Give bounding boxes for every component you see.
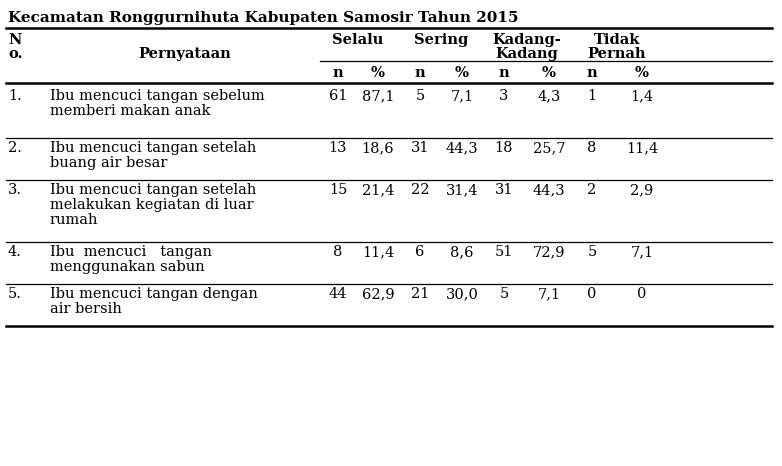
Text: 31,4: 31,4 bbox=[446, 183, 479, 197]
Text: air bersih: air bersih bbox=[50, 302, 122, 316]
Text: 11,4: 11,4 bbox=[626, 141, 658, 155]
Text: Sering: Sering bbox=[414, 33, 468, 47]
Text: 15: 15 bbox=[328, 183, 347, 197]
Text: 31: 31 bbox=[495, 183, 513, 197]
Text: Tidak: Tidak bbox=[594, 33, 640, 47]
Text: 31: 31 bbox=[411, 141, 429, 155]
Text: 2.: 2. bbox=[8, 141, 22, 155]
Text: 1: 1 bbox=[587, 89, 597, 103]
Text: n: n bbox=[499, 66, 509, 80]
Text: melakukan kegiatan di luar: melakukan kegiatan di luar bbox=[50, 198, 253, 212]
Text: Pernah: Pernah bbox=[588, 47, 646, 61]
Text: buang air besar: buang air besar bbox=[50, 156, 167, 170]
Text: Kadang: Kadang bbox=[496, 47, 558, 61]
Text: 11,4: 11,4 bbox=[362, 245, 394, 259]
Text: 21,4: 21,4 bbox=[362, 183, 394, 197]
Text: 72,9: 72,9 bbox=[533, 245, 565, 259]
Text: 21: 21 bbox=[411, 287, 429, 301]
Text: 5: 5 bbox=[587, 245, 597, 259]
Text: 5: 5 bbox=[415, 89, 425, 103]
Text: rumah: rumah bbox=[50, 213, 99, 227]
Text: 0: 0 bbox=[637, 287, 647, 301]
Text: 87,1: 87,1 bbox=[362, 89, 394, 103]
Text: n: n bbox=[332, 66, 343, 80]
Text: memberi makan anak: memberi makan anak bbox=[50, 104, 210, 118]
Text: 4,3: 4,3 bbox=[537, 89, 561, 103]
Text: 18: 18 bbox=[495, 141, 513, 155]
Text: 7,1: 7,1 bbox=[537, 287, 561, 301]
Text: 8,6: 8,6 bbox=[450, 245, 474, 259]
Text: 44: 44 bbox=[328, 287, 347, 301]
Text: 44,3: 44,3 bbox=[533, 183, 565, 197]
Text: 3.: 3. bbox=[8, 183, 22, 197]
Text: 13: 13 bbox=[328, 141, 347, 155]
Text: 62,9: 62,9 bbox=[362, 287, 394, 301]
Text: 5: 5 bbox=[500, 287, 508, 301]
Text: 22: 22 bbox=[411, 183, 429, 197]
Text: %: % bbox=[635, 66, 649, 80]
Text: Ibu mencuci tangan dengan: Ibu mencuci tangan dengan bbox=[50, 287, 258, 301]
Text: 2,9: 2,9 bbox=[630, 183, 654, 197]
Text: 1.: 1. bbox=[8, 89, 22, 103]
Text: Kecamatan Ronggurnihuta Kabupaten Samosir Tahun 2015: Kecamatan Ronggurnihuta Kabupaten Samosi… bbox=[8, 11, 518, 25]
Text: 18,6: 18,6 bbox=[362, 141, 394, 155]
Text: Ibu  mencuci   tangan: Ibu mencuci tangan bbox=[50, 245, 212, 259]
Text: 4.: 4. bbox=[8, 245, 22, 259]
Text: Ibu mencuci tangan setelah: Ibu mencuci tangan setelah bbox=[50, 141, 256, 155]
Text: 61: 61 bbox=[328, 89, 347, 103]
Text: n: n bbox=[414, 66, 425, 80]
Text: 7,1: 7,1 bbox=[630, 245, 654, 259]
Text: Ibu mencuci tangan sebelum: Ibu mencuci tangan sebelum bbox=[50, 89, 265, 103]
Text: 0: 0 bbox=[587, 287, 597, 301]
Text: 6: 6 bbox=[415, 245, 425, 259]
Text: Selalu: Selalu bbox=[332, 33, 384, 47]
Text: %: % bbox=[455, 66, 469, 80]
Text: 5.: 5. bbox=[8, 287, 22, 301]
Text: 30,0: 30,0 bbox=[446, 287, 479, 301]
Text: Ibu mencuci tangan setelah: Ibu mencuci tangan setelah bbox=[50, 183, 256, 197]
Text: n: n bbox=[586, 66, 597, 80]
Text: 2: 2 bbox=[587, 183, 597, 197]
Text: N: N bbox=[8, 33, 21, 47]
Text: 1,4: 1,4 bbox=[630, 89, 654, 103]
Text: Pernyataan: Pernyataan bbox=[138, 47, 231, 61]
Text: o.: o. bbox=[8, 47, 23, 61]
Text: 7,1: 7,1 bbox=[450, 89, 474, 103]
Text: 8: 8 bbox=[333, 245, 343, 259]
Text: 44,3: 44,3 bbox=[446, 141, 479, 155]
Text: 3: 3 bbox=[500, 89, 508, 103]
Text: 25,7: 25,7 bbox=[533, 141, 565, 155]
Text: %: % bbox=[371, 66, 385, 80]
Text: menggunakan sabun: menggunakan sabun bbox=[50, 260, 205, 274]
Text: 8: 8 bbox=[587, 141, 597, 155]
Text: %: % bbox=[542, 66, 556, 80]
Text: Kadang-: Kadang- bbox=[493, 33, 561, 47]
Text: 51: 51 bbox=[495, 245, 513, 259]
